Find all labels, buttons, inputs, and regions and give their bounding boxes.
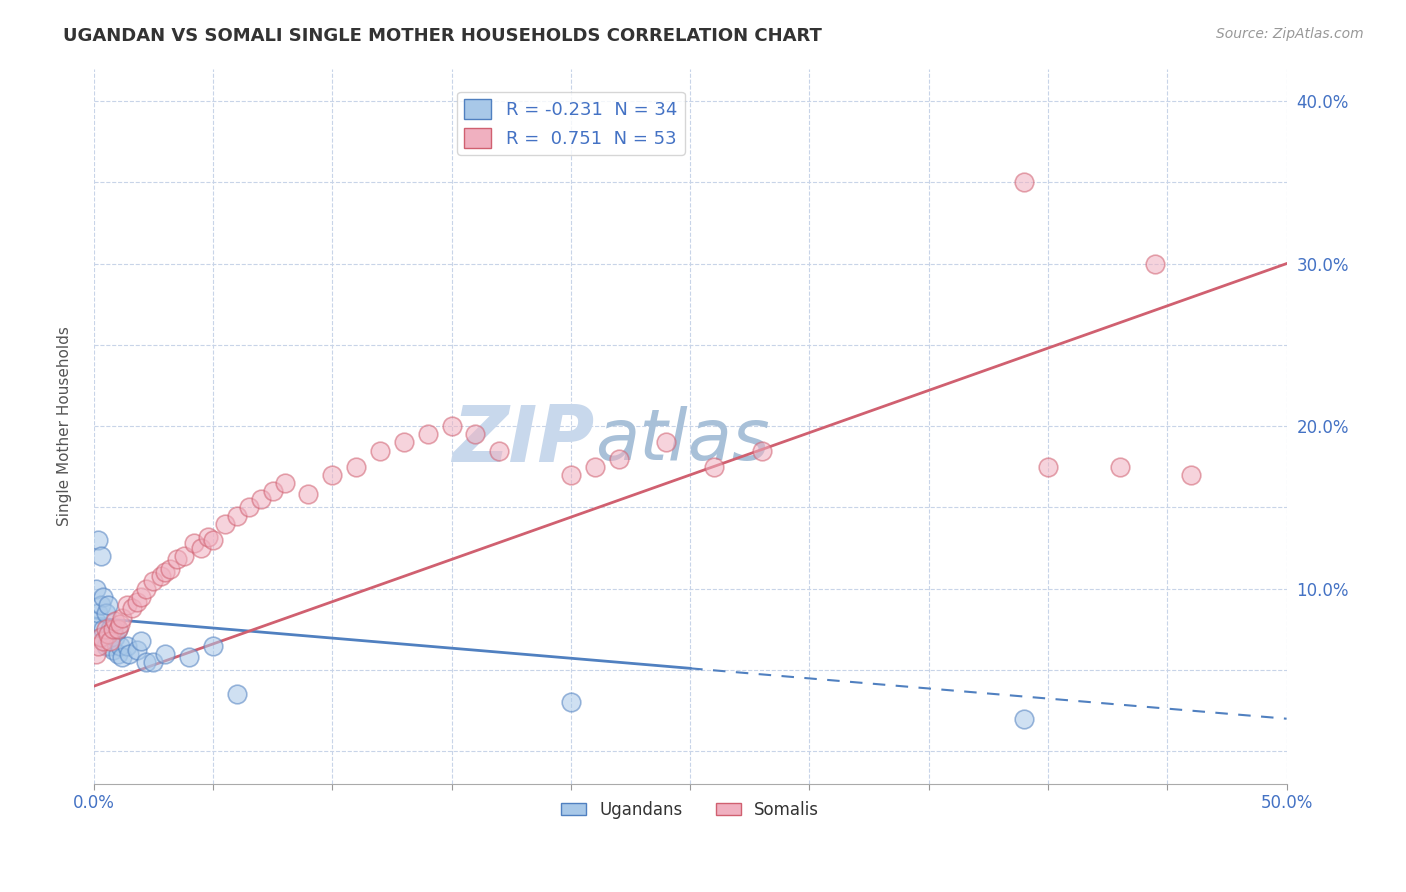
Y-axis label: Single Mother Households: Single Mother Households [58, 326, 72, 526]
Point [179, 649, 201, 664]
Point [94, 639, 117, 653]
Text: UGANDAN VS SOMALI SINGLE MOTHER HOUSEHOLDS CORRELATION CHART: UGANDAN VS SOMALI SINGLE MOTHER HOUSEHOL… [63, 27, 823, 45]
Point [121, 601, 143, 615]
Point [101, 643, 124, 657]
Point [225, 508, 247, 523]
Point [190, 541, 212, 555]
Point [100, 623, 122, 637]
Point [108, 639, 131, 653]
Point [91, 633, 114, 648]
Point [115, 639, 138, 653]
Text: Source: ZipAtlas.com: Source: ZipAtlas.com [1216, 27, 1364, 41]
Point [392, 435, 415, 450]
Point [149, 568, 172, 582]
Point [238, 500, 260, 515]
Legend: Ugandans, Somalis: Ugandans, Somalis [554, 794, 825, 825]
Point [262, 484, 284, 499]
Point [94, 606, 117, 620]
Point [107, 623, 129, 637]
Point [297, 487, 319, 501]
Point [90, 598, 112, 612]
Point [115, 598, 138, 612]
Point [108, 617, 131, 632]
Point [104, 631, 127, 645]
Text: atlas: atlas [595, 406, 769, 475]
Point [249, 492, 271, 507]
Point [488, 443, 510, 458]
Point [87, 606, 110, 620]
Point [416, 427, 439, 442]
Point [560, 696, 582, 710]
Point [90, 631, 112, 645]
Point [344, 459, 367, 474]
Point [84, 647, 107, 661]
Point [142, 574, 165, 588]
Point [100, 633, 122, 648]
Text: ZIP: ZIP [453, 402, 595, 478]
Point [159, 562, 181, 576]
Point [84, 614, 107, 628]
Point [90, 549, 112, 564]
Point [142, 655, 165, 669]
Point [166, 552, 188, 566]
Point [368, 443, 391, 458]
Point [91, 590, 114, 604]
Point [1144, 256, 1167, 270]
Point [201, 639, 224, 653]
Point [583, 459, 606, 474]
Point [87, 639, 110, 653]
Point [214, 516, 236, 531]
Point [84, 582, 107, 596]
Point [1012, 712, 1035, 726]
Point [111, 611, 134, 625]
Point [464, 427, 486, 442]
Point [125, 643, 148, 657]
Point [1108, 459, 1130, 474]
Point [97, 627, 120, 641]
Point [155, 566, 177, 580]
Point [1012, 175, 1035, 189]
Point [107, 647, 129, 661]
Point [703, 459, 725, 474]
Point [135, 582, 157, 596]
Point [1036, 459, 1059, 474]
Point [321, 467, 343, 482]
Point [131, 590, 153, 604]
Point [607, 451, 630, 466]
Point [560, 467, 582, 482]
Point [183, 536, 205, 550]
Point [273, 476, 295, 491]
Point [104, 614, 127, 628]
Point [173, 549, 195, 564]
Point [94, 623, 117, 637]
Point [1180, 467, 1202, 482]
Point [118, 647, 141, 661]
Point [197, 530, 219, 544]
Point [90, 631, 112, 645]
Point [125, 595, 148, 609]
Point [91, 623, 114, 637]
Point [135, 655, 157, 669]
Point [87, 533, 110, 547]
Point [97, 631, 120, 645]
Point [201, 533, 224, 547]
Point [751, 443, 773, 458]
Point [155, 647, 177, 661]
Point [131, 633, 153, 648]
Point [100, 639, 122, 653]
Point [225, 687, 247, 701]
Point [440, 419, 463, 434]
Point [101, 623, 124, 637]
Point [111, 649, 134, 664]
Point [97, 598, 120, 612]
Point [101, 627, 124, 641]
Point [655, 435, 678, 450]
Point [107, 623, 129, 637]
